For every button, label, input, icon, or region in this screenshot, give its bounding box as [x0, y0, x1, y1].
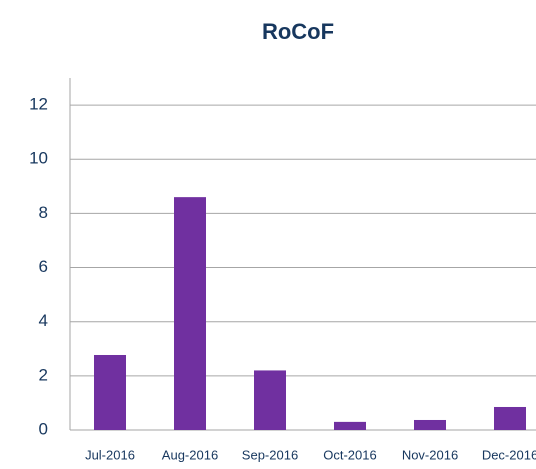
y-tick-label: 10: [29, 149, 48, 168]
x-tick-label: Nov-2016: [402, 447, 458, 462]
x-tick-label: Oct-2016: [323, 447, 376, 462]
x-tick-label: Sep-2016: [242, 447, 298, 462]
y-tick-label: 8: [39, 203, 48, 222]
y-tick-label: 12: [29, 95, 48, 114]
y-tick-label: 2: [39, 365, 48, 384]
bar: [254, 370, 286, 430]
bar: [174, 197, 206, 430]
y-tick-label: 4: [39, 311, 48, 330]
y-tick-label: 0: [39, 419, 48, 438]
bar: [334, 421, 366, 430]
chart-title: RoCoF: [262, 19, 334, 44]
bar: [494, 406, 526, 430]
bar: [94, 354, 126, 430]
bar: [414, 419, 446, 430]
x-tick-label: Jul-2016: [85, 447, 135, 462]
x-tick-label: Aug-2016: [162, 447, 218, 462]
x-tick-label: Dec-2016: [482, 447, 536, 462]
y-tick-label: 6: [39, 257, 48, 276]
